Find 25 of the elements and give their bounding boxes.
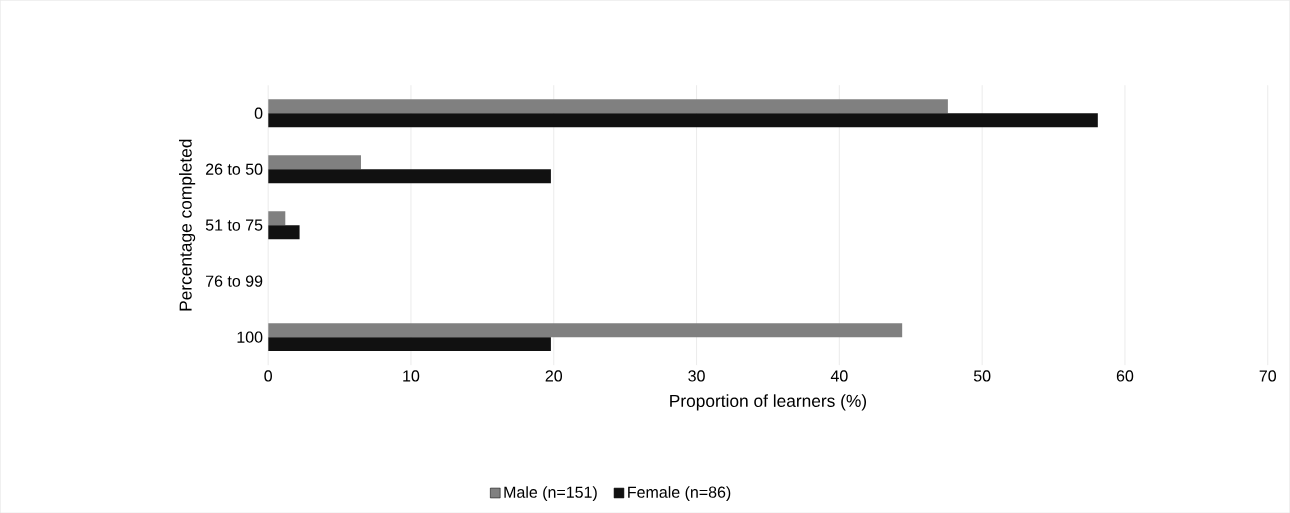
x-tick-label: 0 bbox=[264, 370, 272, 382]
y-tick-label: 51 to 75 bbox=[205, 219, 263, 231]
bar bbox=[268, 113, 1098, 128]
x-axis-title: Proportion of learners (%) bbox=[670, 394, 867, 411]
bar bbox=[268, 225, 300, 240]
bar bbox=[268, 211, 286, 226]
bar bbox=[268, 322, 903, 337]
y-tick-label: 0 bbox=[254, 107, 263, 119]
y-axis-title: Percentage completed bbox=[179, 139, 196, 311]
x-tick-label: 40 bbox=[830, 370, 848, 382]
x-tick-label: 20 bbox=[545, 370, 563, 382]
x-tick-label: 30 bbox=[688, 370, 705, 382]
bar bbox=[268, 336, 551, 351]
y-tick-label: 100 bbox=[237, 331, 263, 343]
bar bbox=[268, 155, 361, 170]
x-tick-label: 10 bbox=[403, 370, 420, 382]
x-tick-label: 60 bbox=[1116, 370, 1134, 382]
legend-label: Female (n=86) bbox=[628, 485, 731, 501]
legend-label: Male (n=151) bbox=[504, 485, 597, 501]
x-tick-label: 70 bbox=[1259, 370, 1277, 382]
bar bbox=[268, 169, 551, 184]
bar bbox=[268, 99, 948, 114]
y-tick-label: 26 to 50 bbox=[206, 163, 263, 175]
x-tick-label: 50 bbox=[973, 370, 991, 382]
y-tick-label: 76 to 99 bbox=[206, 275, 263, 287]
